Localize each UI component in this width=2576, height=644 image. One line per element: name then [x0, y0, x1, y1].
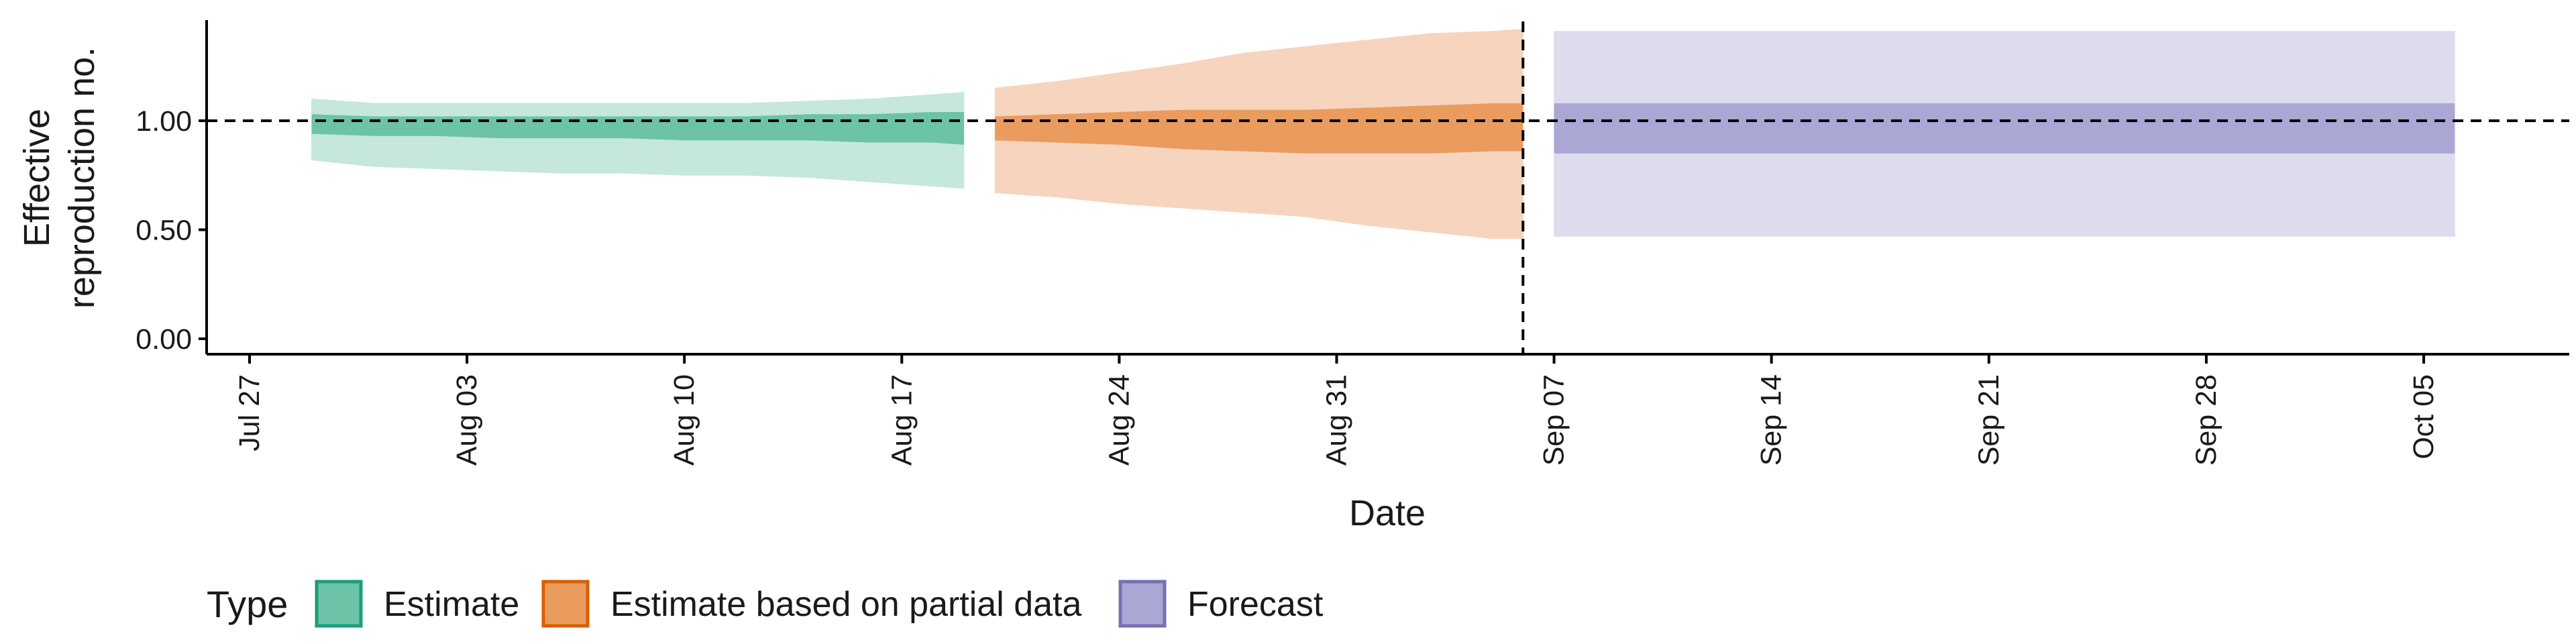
x-tick-label: Aug 24: [1103, 374, 1135, 466]
x-tick-label: Aug 10: [668, 374, 700, 466]
x-tick-label: Sep 07: [1538, 374, 1570, 466]
legend-label: Forecast: [1187, 585, 1324, 624]
uncertainty-bands: [311, 28, 2455, 239]
legend-label: Estimate based on partial data: [610, 585, 1082, 624]
reference-lines: [207, 21, 2569, 354]
series-2-inner-band: [1554, 103, 2455, 154]
x-tick-label: Jul 27: [233, 374, 266, 451]
legend-key-series-1: [541, 580, 590, 628]
legend-key-series-2: [1118, 580, 1167, 628]
series-0-inner-band: [311, 112, 964, 145]
x-tick-label: Aug 03: [451, 374, 483, 466]
legend-label: Estimate: [384, 585, 519, 624]
x-tick-label: Aug 31: [1321, 374, 1353, 466]
axes: 0.00 0.50 1.00 Jul 27 Aug 03 Aug 10 Aug 17 Aug …: [136, 20, 2569, 466]
x-tick-label: Sep 21: [1973, 374, 2005, 466]
x-tick-label: Oct 05: [2408, 374, 2440, 460]
y-axis-title-line2: reproduction no.: [62, 47, 102, 309]
x-axis-title: Date: [1349, 493, 1426, 533]
legend-key-series-0: [315, 580, 363, 628]
x-tick-label: Sep 14: [1756, 374, 1788, 466]
series-1-inner-band: [995, 103, 1523, 154]
y-tick-label: 1.00: [136, 105, 192, 138]
legend-title: Type: [207, 583, 288, 625]
y-tick-label: 0.00: [136, 323, 192, 356]
x-tick-label: Aug 17: [885, 374, 918, 466]
x-tick-label: Sep 28: [2190, 374, 2222, 466]
y-axis-title-line1: Effective: [17, 109, 57, 247]
legend: Type Estimate Estimate based on partial da…: [207, 580, 1324, 628]
y-tick-label: 0.50: [136, 215, 192, 247]
